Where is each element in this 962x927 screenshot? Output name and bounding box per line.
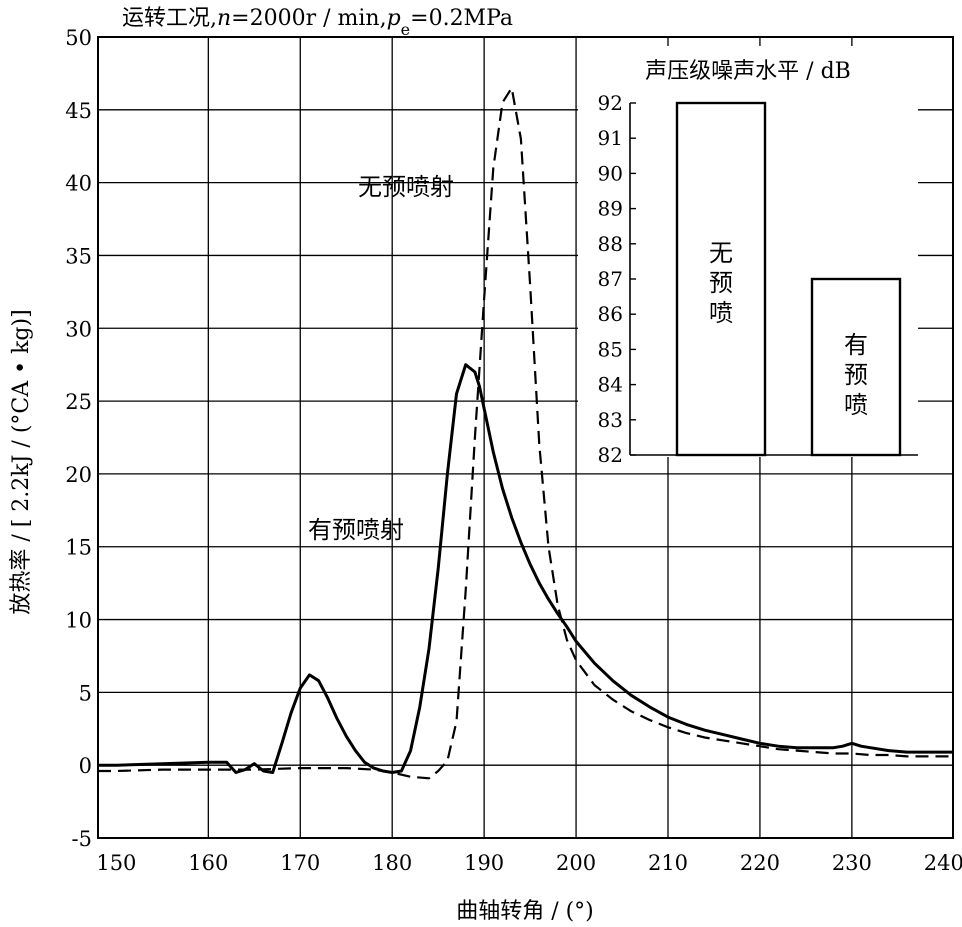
inset-bar-label-char: 喷 [709, 299, 733, 327]
y-axis-title: 放热率 / [ 2.2kJ / (°CA • kg)] [9, 309, 34, 614]
y-tick-label: 30 [65, 317, 92, 341]
y-tick-label: 50 [65, 26, 92, 50]
inset-bar-label: 无预喷 [709, 239, 733, 327]
inset-tick-label: 83 [598, 408, 623, 432]
series-line-with-pilot-injection [98, 363, 953, 774]
plot-frame [97, 36, 954, 839]
inset-tick-label: 90 [598, 161, 623, 185]
chart-title-n-symbol: n [217, 6, 231, 31]
y-tick-label: 5 [79, 681, 92, 705]
y-tick-label: 20 [65, 463, 92, 487]
inset-tick-label: 85 [598, 337, 623, 361]
chart-title-p-subscript: e [401, 20, 410, 39]
annotation-with-pilot-injection: 有预喷射 [308, 516, 404, 544]
y-tick-label: 35 [65, 244, 92, 268]
x-tick-label: 170 [280, 851, 320, 875]
y-tick-label: 25 [65, 390, 92, 414]
inset-bar-label-char: 无 [709, 239, 733, 267]
chart-title: 运转工况,n=2000r / min,pe=0.2MPa [122, 6, 513, 39]
inset-tick-label: 89 [598, 197, 623, 221]
main-series-layer [98, 86, 953, 780]
x-tick-label: 160 [188, 851, 228, 875]
chart-title-p-symbol: p [387, 6, 401, 31]
y-tick-label: 15 [65, 536, 92, 560]
inset-bar-label-char: 喷 [844, 391, 868, 419]
x-tick-label: 210 [648, 851, 688, 875]
x-tick-label: 230 [832, 851, 872, 875]
y-tick-label: 45 [65, 99, 92, 123]
x-tick-label: 200 [556, 851, 596, 875]
chart-title-n-value: =2000r / min, [231, 6, 386, 31]
y-tick-label: 10 [65, 609, 92, 633]
inset-tick-label: 88 [598, 232, 623, 256]
main-ticks: 150 160 170 180 190 200 210 220 230 240 -5 0 5 10 15 20… [65, 26, 962, 875]
y-tick-label: 40 [65, 172, 92, 196]
inset-title: 声压级噪声水平 / dB [645, 59, 851, 84]
chart-title-p-value: =0.2MPa [410, 6, 513, 31]
x-axis-title: 曲轴转角 / (°) [456, 899, 594, 924]
x-tick-label: 220 [740, 851, 780, 875]
x-tick-label: 150 [96, 851, 136, 875]
inset-tick-label: 91 [598, 126, 623, 150]
series-line-without-pilot-injection [98, 86, 953, 780]
x-tick-label: 190 [464, 851, 504, 875]
inset-bar-with-pilot [810, 277, 902, 457]
inset-bar-label-char: 有 [844, 331, 868, 359]
x-tick-label: 240 [924, 851, 962, 875]
main-frame-layer [97, 36, 954, 839]
y-tick-label: -5 [72, 827, 92, 851]
inset-tick-label: 86 [598, 302, 623, 326]
inset-bar-label: 有预喷 [844, 331, 868, 419]
chart-title-prefix: 运转工况, [122, 6, 217, 31]
inset-bar-without-pilot [675, 101, 767, 457]
inset-bar-label-char: 预 [709, 269, 733, 297]
inset-tick-label: 82 [598, 443, 623, 467]
inset-tick-label: 87 [598, 267, 623, 291]
inset-bar-label-char: 预 [844, 361, 868, 389]
chart-labels: 曲轴转角 / (°) 放热率 / [ 2.2kJ / (°CA • kg)] 运转工… [9, 6, 594, 924]
inset-tick-label: 84 [598, 373, 623, 397]
annotation-without-pilot-injection: 无预喷射 [358, 173, 454, 201]
x-tick-label: 180 [372, 851, 412, 875]
y-tick-label: 0 [79, 754, 92, 778]
inset-tick-label: 92 [598, 91, 623, 115]
